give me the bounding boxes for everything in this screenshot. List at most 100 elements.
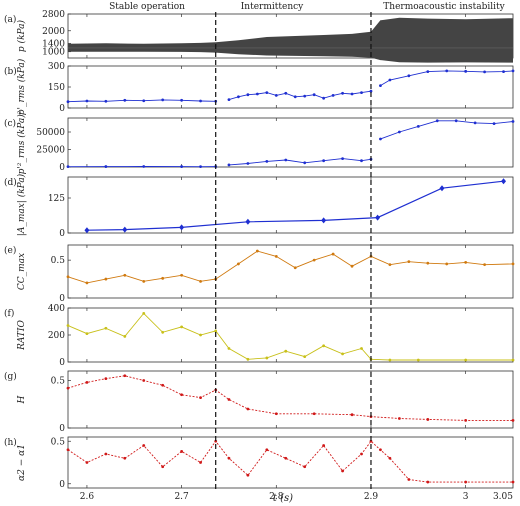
series-line bbox=[67, 440, 513, 483]
data-point bbox=[331, 94, 335, 97]
data-point bbox=[322, 159, 326, 163]
data-point bbox=[180, 165, 184, 168]
data-point bbox=[360, 159, 363, 163]
panel-label: (f) bbox=[4, 308, 14, 319]
data-point bbox=[104, 99, 108, 103]
y-axis-label: α2 − α1 bbox=[17, 444, 27, 481]
data-point bbox=[360, 91, 363, 94]
data-point bbox=[85, 99, 89, 103]
data-point bbox=[227, 98, 231, 101]
panel-frame bbox=[67, 370, 514, 429]
data-point bbox=[473, 121, 477, 125]
data-point bbox=[227, 163, 231, 167]
data-point bbox=[388, 78, 392, 82]
data-point bbox=[199, 333, 202, 337]
panel-label: (d) bbox=[4, 177, 17, 188]
data-point bbox=[199, 165, 202, 169]
x-axis-label: t (s) bbox=[273, 493, 293, 504]
panel-label: (a) bbox=[4, 14, 16, 25]
data-point bbox=[85, 281, 89, 285]
data-point bbox=[388, 456, 392, 460]
data-point bbox=[246, 93, 250, 97]
data-point bbox=[407, 478, 411, 481]
data-point bbox=[84, 227, 90, 234]
x-tick-label: 3 bbox=[463, 492, 469, 502]
panel-frame bbox=[67, 65, 514, 109]
data-point bbox=[180, 98, 184, 102]
data-point bbox=[312, 412, 316, 416]
data-point bbox=[85, 381, 89, 384]
y-axis-label: RATIO bbox=[17, 320, 27, 351]
data-point bbox=[464, 358, 468, 362]
data-point bbox=[104, 165, 108, 168]
series-line bbox=[228, 90, 372, 101]
data-point bbox=[322, 444, 326, 447]
data-point bbox=[454, 119, 458, 123]
panel-c: 0 25000 50000 (c) p'²_rms (kPa)² bbox=[4, 110, 515, 174]
data-point bbox=[255, 249, 259, 253]
data-point bbox=[284, 349, 288, 353]
panel-label: (c) bbox=[4, 118, 16, 129]
y-tick-label: 200 bbox=[48, 331, 65, 341]
data-point bbox=[379, 137, 382, 141]
data-point bbox=[237, 95, 240, 99]
y-tick-label: 400 bbox=[48, 304, 65, 314]
series-line bbox=[67, 99, 216, 103]
data-point bbox=[388, 358, 392, 362]
data-point bbox=[369, 439, 373, 443]
regime-dividers bbox=[215, 12, 372, 490]
data-point bbox=[227, 456, 231, 460]
data-point bbox=[416, 125, 420, 128]
data-point bbox=[426, 70, 430, 73]
data-point bbox=[303, 161, 307, 165]
data-point bbox=[501, 178, 507, 185]
data-point bbox=[66, 324, 70, 327]
data-point bbox=[397, 130, 401, 134]
y-tick-label: 0.5 bbox=[51, 256, 66, 266]
data-point bbox=[303, 94, 307, 98]
data-point bbox=[142, 99, 146, 103]
panel-label: (h) bbox=[4, 437, 17, 448]
data-point bbox=[445, 262, 449, 266]
y-tick-label: 2000 bbox=[42, 27, 65, 37]
data-point bbox=[246, 473, 250, 477]
x-tick-label: 2.6 bbox=[80, 492, 95, 502]
data-point bbox=[66, 275, 70, 279]
data-point bbox=[464, 69, 468, 73]
data-point bbox=[265, 160, 269, 163]
data-point bbox=[511, 419, 515, 422]
data-point bbox=[66, 100, 70, 104]
data-point bbox=[123, 98, 127, 102]
data-point bbox=[426, 418, 430, 421]
data-point bbox=[464, 419, 468, 422]
data-point bbox=[388, 263, 392, 267]
pressure-envelope bbox=[68, 17, 513, 63]
data-point bbox=[375, 214, 381, 221]
data-point bbox=[321, 217, 327, 224]
data-point bbox=[104, 377, 108, 380]
y-tick-label: 300 bbox=[48, 62, 65, 72]
data-point bbox=[265, 356, 269, 360]
y-axis-label: p (kPa) bbox=[16, 19, 27, 52]
y-tick-label: 0 bbox=[59, 229, 65, 239]
y-axis-label: H bbox=[17, 395, 27, 404]
data-point bbox=[350, 413, 354, 417]
y-tick-label: 0 bbox=[59, 104, 65, 114]
data-point bbox=[227, 347, 231, 350]
data-point bbox=[246, 162, 250, 165]
data-point bbox=[246, 357, 250, 361]
series-line bbox=[67, 312, 513, 361]
data-point bbox=[511, 358, 515, 362]
data-point bbox=[284, 91, 288, 95]
region-labels: Stable operation Intermittency Thermoaco… bbox=[109, 2, 506, 12]
x-tick-label: 2.9 bbox=[364, 492, 379, 502]
data-point bbox=[255, 92, 259, 96]
y-tick-label: 0 bbox=[59, 480, 65, 490]
data-point bbox=[464, 261, 468, 264]
y-tick-label: 50000 bbox=[36, 128, 65, 138]
data-point bbox=[331, 252, 335, 256]
data-point bbox=[246, 407, 250, 411]
series-line bbox=[67, 250, 514, 284]
